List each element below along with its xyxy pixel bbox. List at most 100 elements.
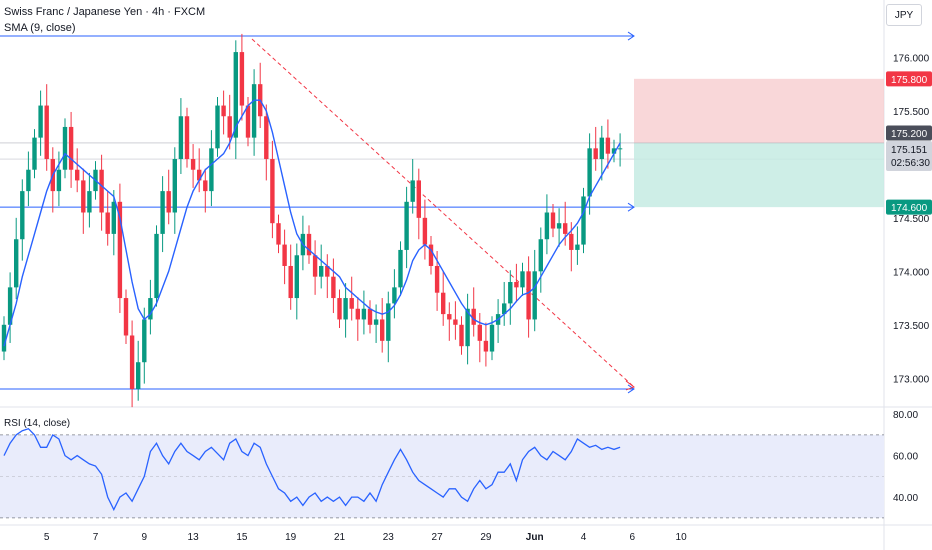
time-tick-label: 6: [630, 532, 636, 543]
candle-body-down: [282, 244, 287, 266]
candle-body-down: [416, 180, 421, 218]
candle-body-down: [605, 137, 611, 154]
candle-body-down: [441, 292, 446, 315]
upper-level-line-arrow: [627, 31, 635, 41]
candle: [258, 62, 263, 129]
candle-body-down: [221, 105, 226, 117]
price-tick-label: 173.500: [893, 321, 930, 332]
candles: [1, 33, 623, 408]
candle: [264, 104, 269, 181]
candle: [319, 244, 324, 289]
entry-price-tag: [886, 125, 932, 141]
candle-body-up: [556, 223, 562, 229]
candle: [410, 159, 415, 214]
time-tick-label: 4: [581, 532, 587, 543]
candle: [520, 262, 525, 296]
trend-line-arrow: [625, 380, 636, 391]
candle: [337, 289, 342, 328]
candle: [447, 302, 452, 341]
candle: [526, 256, 531, 338]
rsi-tick-label: 80.00: [893, 410, 918, 421]
candle-body-down: [514, 282, 519, 288]
candle: [160, 176, 165, 253]
candle-body-up: [489, 324, 495, 352]
candle-body-up: [532, 271, 537, 320]
candle-body-up: [87, 191, 92, 213]
candle-body-up: [538, 239, 543, 272]
candle: [428, 236, 434, 275]
candle: [99, 154, 104, 231]
time-tick-label: 10: [676, 532, 688, 543]
stop-price-tag-text: 175.800: [891, 75, 928, 86]
candle-body-down: [68, 126, 74, 170]
candle: [38, 90, 43, 156]
candle-body-down: [264, 116, 269, 160]
sma-legend[interactable]: SMA (9, close): [4, 22, 76, 34]
candle: [471, 287, 476, 337]
candle: [306, 225, 312, 264]
price-tick-label: 173.000: [893, 374, 930, 385]
price-axis[interactable]: 173.000173.500174.000174.500175.000175.5…: [886, 53, 932, 504]
candle-body-down: [337, 298, 342, 320]
currency-button[interactable]: JPY: [886, 4, 922, 26]
price-tick-label: 174.500: [893, 214, 930, 225]
candle-body-down: [483, 340, 489, 352]
time-tick-label: 9: [142, 532, 148, 543]
candle: [7, 272, 13, 343]
candle: [611, 139, 617, 163]
time-tick-label: 21: [334, 532, 346, 543]
candle-body-down: [477, 324, 482, 341]
candle: [14, 217, 19, 300]
candle: [233, 40, 238, 160]
candle-body-down: [276, 223, 281, 245]
candle: [538, 227, 543, 293]
rsi-legend[interactable]: RSI (14, close): [4, 418, 71, 429]
candle: [325, 254, 330, 299]
candle: [373, 304, 379, 343]
candle: [203, 168, 208, 213]
candle-body-up: [136, 362, 141, 389]
candle-body-down: [471, 308, 476, 325]
candle: [87, 172, 92, 228]
candle-body-down: [325, 265, 330, 277]
candle: [489, 316, 495, 361]
candle: [251, 69, 257, 156]
candle-body-up: [520, 271, 525, 288]
candle-body-up: [26, 169, 31, 192]
candle: [44, 84, 49, 171]
candle-body-up: [508, 282, 513, 304]
position-zones: [0, 78, 884, 208]
candle-body-up: [154, 233, 159, 299]
candle: [441, 271, 446, 326]
candle-body-down: [569, 233, 574, 250]
candle-body-down: [367, 308, 373, 325]
trend-line: [251, 38, 635, 388]
candle-body-down: [434, 265, 440, 293]
candle: [398, 241, 403, 296]
candle-body-up: [1, 324, 7, 352]
candle: [105, 191, 110, 246]
candle: [581, 187, 586, 254]
candle-body-up: [56, 169, 62, 192]
chart-title: Swiss Franc / Japanese Yen · 4h · FXCM: [4, 6, 206, 18]
candle-body-down: [129, 335, 135, 389]
current-price-tag: [886, 140, 932, 171]
candle: [349, 276, 354, 321]
candle-body-down: [380, 319, 385, 341]
candle: [617, 133, 623, 167]
candle-body-down: [99, 169, 104, 213]
candle: [453, 301, 458, 340]
candle-body-up: [62, 126, 68, 170]
sma-9-close-line: [3, 99, 621, 347]
candle: [221, 90, 226, 135]
candle: [148, 279, 153, 335]
candle-body-up: [617, 148, 623, 150]
rsi-line: [3, 427, 621, 512]
candle: [166, 169, 171, 225]
candle: [26, 151, 31, 207]
candle: [355, 296, 360, 341]
candle: [282, 229, 287, 285]
time-axis[interactable]: 5 7 9 13 15 19 21 23 27 29 Jun 4 6 10: [44, 532, 687, 543]
price-tick-label: 175.500: [893, 107, 930, 118]
